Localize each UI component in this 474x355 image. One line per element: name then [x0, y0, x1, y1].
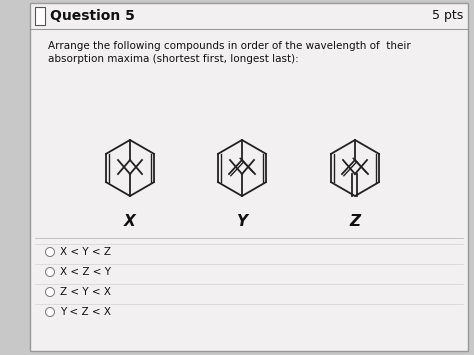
Circle shape	[46, 307, 55, 317]
Text: X < Y < Z: X < Y < Z	[60, 247, 111, 257]
Text: X: X	[124, 214, 136, 229]
Text: 5 pts: 5 pts	[432, 10, 463, 22]
Text: Arrange the following compounds in order of the wavelength of  their: Arrange the following compounds in order…	[48, 41, 411, 51]
Text: Z < Y < X: Z < Y < X	[60, 287, 111, 297]
Circle shape	[46, 268, 55, 277]
Text: Y < Z < X: Y < Z < X	[60, 307, 111, 317]
Bar	[35, 7, 45, 25]
Text: Z: Z	[349, 214, 361, 229]
Text: Question 5: Question 5	[50, 9, 135, 23]
Circle shape	[46, 288, 55, 296]
Text: Y: Y	[237, 214, 247, 229]
Text: X < Z < Y: X < Z < Y	[60, 267, 111, 277]
Circle shape	[46, 247, 55, 257]
Text: absorption maxima (shortest first, longest last):: absorption maxima (shortest first, longe…	[48, 54, 299, 64]
